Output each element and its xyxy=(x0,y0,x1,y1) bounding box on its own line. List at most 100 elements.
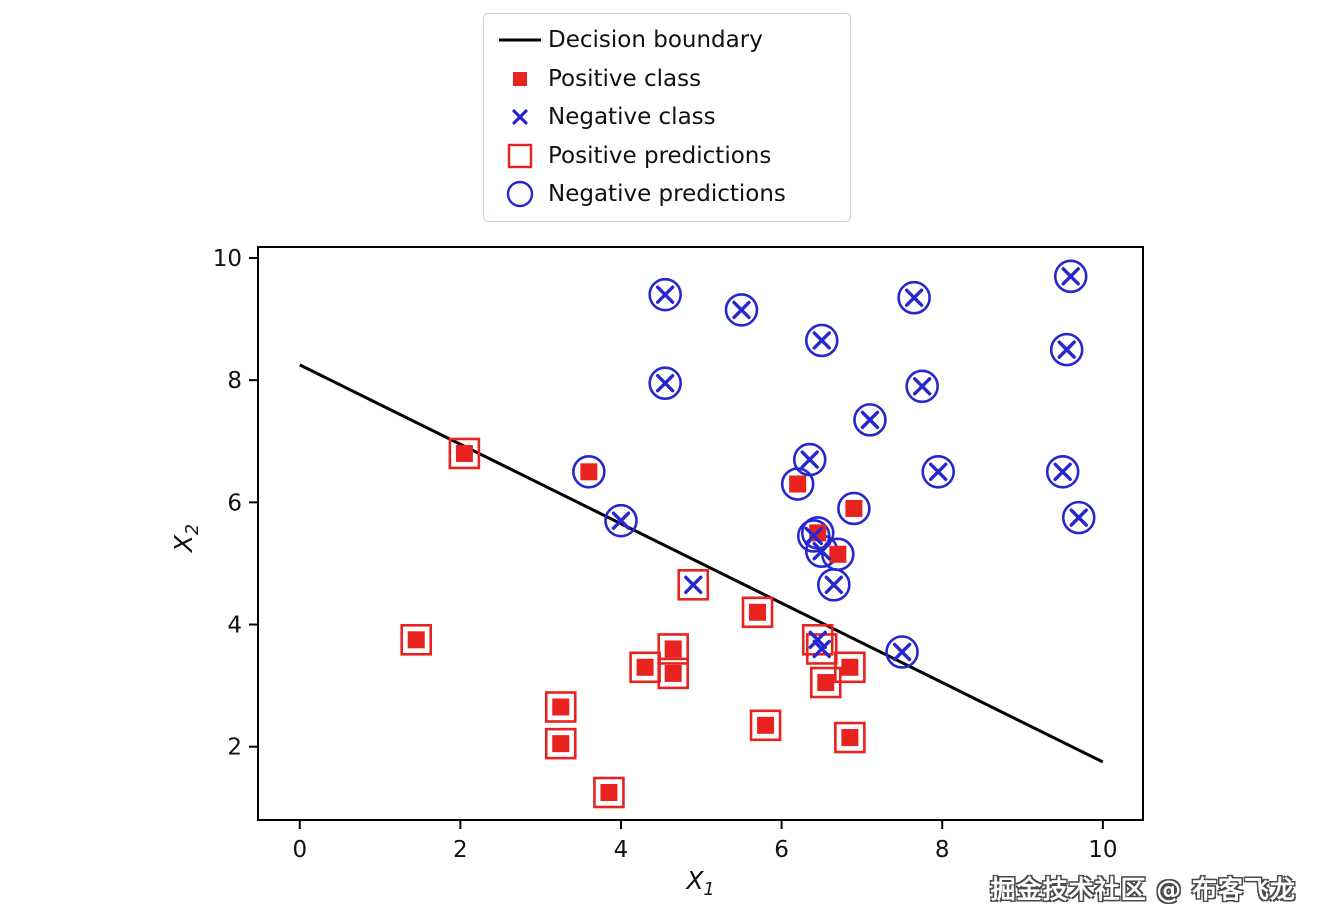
positive-prediction-marker xyxy=(544,691,577,723)
positive-prediction-marker xyxy=(657,633,689,665)
negative-prediction-marker xyxy=(648,277,682,312)
negative-class-marker xyxy=(812,331,831,350)
negative-class-marker xyxy=(860,410,880,430)
negative-class-marker xyxy=(824,575,844,595)
positive-class-marker xyxy=(845,499,863,517)
negative-prediction-marker xyxy=(897,280,931,315)
positive-prediction-marker xyxy=(657,657,689,690)
positive-prediction-marker xyxy=(834,651,866,684)
negative-prediction-marker xyxy=(905,369,939,404)
positive-prediction-marker xyxy=(749,709,782,742)
legend-label: Positive predictions xyxy=(548,142,772,169)
legend-marker-open-square xyxy=(492,141,548,171)
legend: Decision boundary Positive class Negative … xyxy=(483,13,851,222)
positive-class-marker xyxy=(749,603,767,621)
x-tick-label: 2 xyxy=(453,837,468,863)
positive-class-marker xyxy=(636,658,654,676)
negative-class-marker xyxy=(912,377,932,396)
positive-class-marker xyxy=(455,444,473,462)
negative-prediction-marker xyxy=(1045,455,1080,489)
x-tick-label: 10 xyxy=(1088,837,1117,863)
x-tick-label: 6 xyxy=(774,837,789,863)
positive-prediction-marker xyxy=(400,623,433,656)
negative-class-marker xyxy=(732,300,751,320)
legend-marker-open-circle xyxy=(492,179,548,209)
negative-class-marker xyxy=(655,374,675,393)
negative-class-marker xyxy=(812,639,831,659)
negative-class-marker xyxy=(800,450,819,469)
positive-class-marker xyxy=(664,640,682,658)
negative-prediction-marker xyxy=(853,403,887,437)
legend-item-filled-square: Positive class xyxy=(492,60,840,99)
negative-class-marker xyxy=(904,288,924,307)
x-axis-label-base: X xyxy=(686,866,704,895)
y-tick-label: 2 xyxy=(227,735,242,761)
negative-prediction-marker xyxy=(921,455,956,489)
watermark: 掘金技术社区 @ 布客飞龙 xyxy=(990,875,1296,904)
y-tick-label: 8 xyxy=(227,368,242,394)
negative-class-marker xyxy=(1053,462,1072,482)
negative-prediction-marker xyxy=(1053,259,1088,294)
x-axis-label: X1 xyxy=(258,866,1143,900)
decision-boundary-line xyxy=(299,363,1104,764)
positive-class-marker xyxy=(580,463,598,481)
positive-class-marker xyxy=(552,735,570,753)
legend-label: Decision boundary xyxy=(548,27,763,54)
y-axis-label-base: X xyxy=(169,535,198,553)
y-tick-label: 10 xyxy=(213,246,242,272)
negative-prediction-marker xyxy=(724,293,759,327)
legend-label: Negative class xyxy=(548,104,716,131)
x-axis-label-sub: 1 xyxy=(703,880,715,900)
positive-prediction-marker xyxy=(544,727,577,760)
legend-item-open-square: Positive predictions xyxy=(492,137,840,176)
x-tick-label: 0 xyxy=(292,837,307,863)
negative-class-marker xyxy=(684,575,703,595)
legend-label: Negative predictions xyxy=(548,181,786,208)
negative-prediction-marker xyxy=(1049,332,1084,367)
negative-prediction-marker xyxy=(1061,500,1096,535)
negative-prediction-marker xyxy=(572,455,606,489)
legend-marker-line xyxy=(492,25,548,55)
x-tick-label: 4 xyxy=(614,837,629,863)
negative-class-marker xyxy=(1061,267,1080,286)
negative-prediction-marker xyxy=(604,503,638,538)
legend-marker-filled-square xyxy=(492,64,548,94)
positive-class-marker xyxy=(817,674,835,692)
positive-prediction-marker xyxy=(677,569,710,601)
negative-class-marker xyxy=(804,526,823,546)
positive-prediction-marker xyxy=(593,776,625,809)
negative-class-marker xyxy=(611,511,631,530)
positive-prediction-marker xyxy=(448,437,481,470)
legend-item-open-circle: Negative predictions xyxy=(492,175,840,214)
negative-prediction-marker xyxy=(792,442,827,477)
positive-class-marker xyxy=(789,475,807,493)
legend-marker-x xyxy=(492,102,548,132)
negative-prediction-marker xyxy=(817,568,851,602)
positive-prediction-marker xyxy=(741,596,774,629)
positive-class-marker xyxy=(841,729,859,747)
negative-class-marker xyxy=(812,542,831,561)
positive-class-marker xyxy=(664,664,682,682)
negative-class-marker xyxy=(655,285,675,304)
legend-item-x: Negative class xyxy=(492,98,840,137)
y-tick-label: 4 xyxy=(227,613,242,639)
positive-class-marker xyxy=(757,716,775,734)
negative-class-marker xyxy=(1057,340,1076,359)
y-tick-label: 6 xyxy=(227,490,242,516)
legend-item-line: Decision boundary xyxy=(492,21,840,60)
negative-class-marker xyxy=(1069,508,1088,527)
positive-class-marker xyxy=(841,658,859,676)
negative-prediction-marker xyxy=(804,323,839,358)
x-tick-label: 8 xyxy=(935,837,950,863)
legend-label: Positive class xyxy=(548,65,702,92)
negative-prediction-marker xyxy=(837,491,871,526)
y-axis-label: X2 xyxy=(169,498,203,578)
y-axis-label-sub: 2 xyxy=(183,523,203,535)
negative-class-marker xyxy=(892,642,912,662)
axes-frame xyxy=(257,246,1144,821)
positive-prediction-marker xyxy=(834,721,866,754)
positive-class-marker xyxy=(407,631,425,649)
negative-prediction-marker xyxy=(648,366,682,401)
